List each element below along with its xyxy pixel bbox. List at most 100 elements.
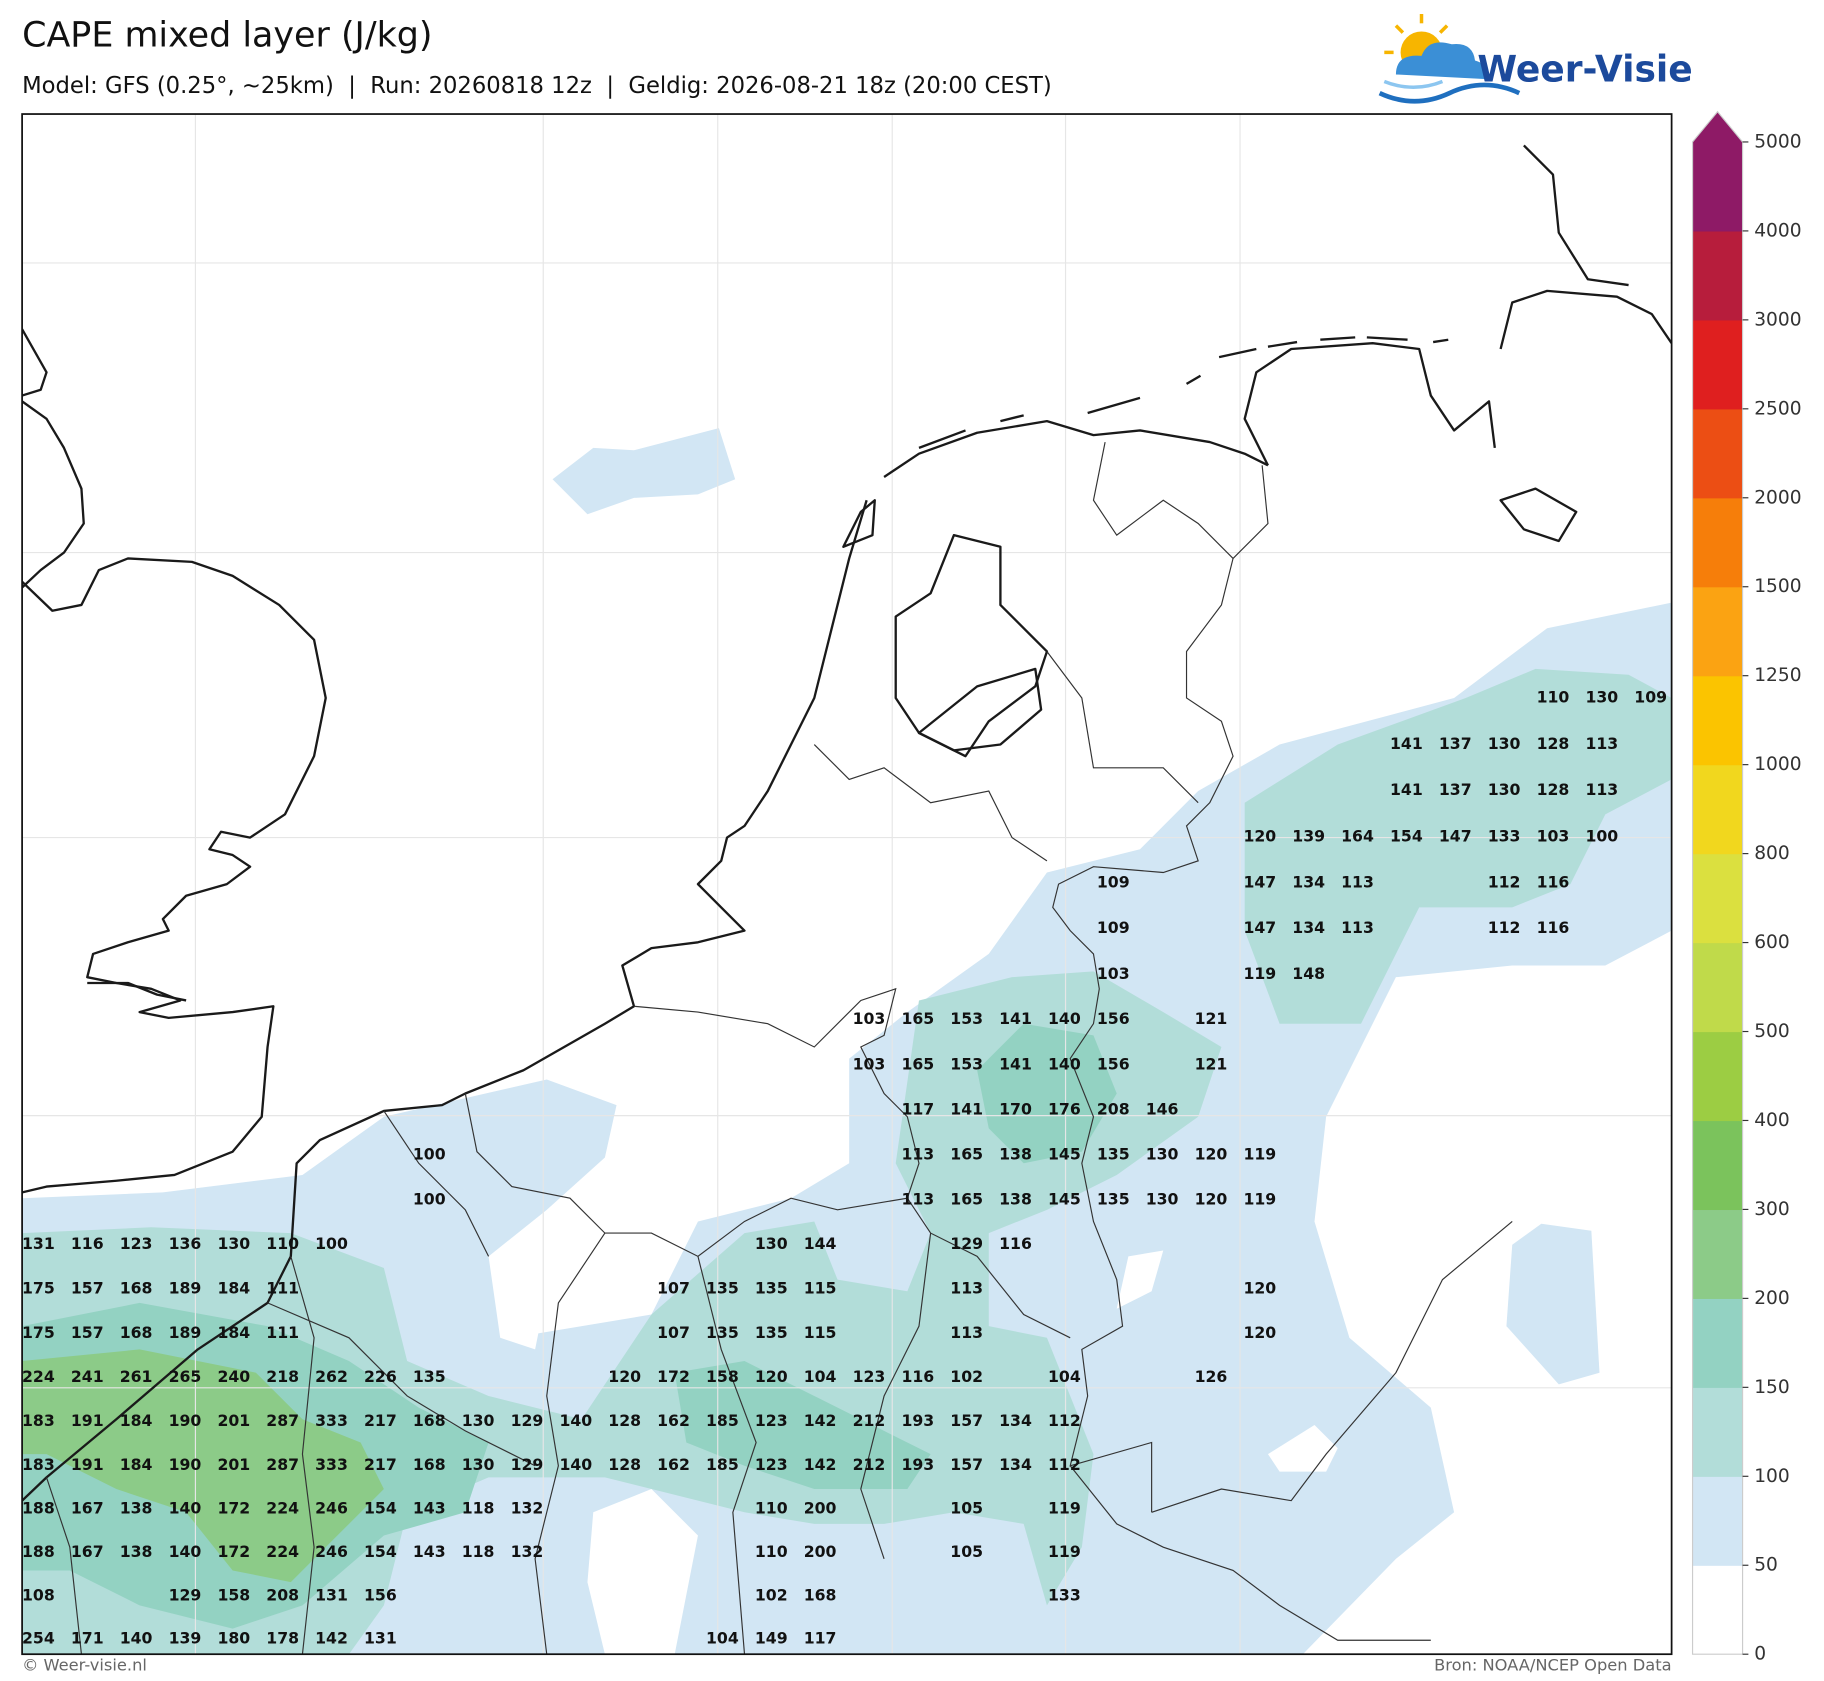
value-label: 287 [266, 1455, 299, 1474]
value-label: 137 [1439, 780, 1472, 799]
value-label: 138 [999, 1189, 1032, 1208]
graticule [22, 114, 1672, 1655]
value-label: 184 [217, 1323, 250, 1342]
value-label: 189 [169, 1323, 202, 1342]
value-label: 109 [1634, 688, 1667, 707]
value-labels: 110 130 109 141 137 130 128 113 141 137 130 128 113 1… [22, 688, 1667, 1648]
value-label: 154 [1390, 826, 1423, 845]
value-label: 128 [608, 1455, 641, 1474]
value-label: 113 [901, 1145, 934, 1164]
value-label: 121 [1195, 1055, 1228, 1074]
value-label: 123 [755, 1411, 788, 1430]
value-label: 147 [1439, 826, 1472, 845]
value-label: 145 [1048, 1189, 1081, 1208]
map-frame [21, 113, 1673, 1656]
value-label: 201 [217, 1455, 250, 1474]
value-label: 183 [22, 1411, 55, 1430]
value-label: 141 [999, 1055, 1032, 1074]
value-label: 190 [169, 1411, 202, 1430]
value-label: 141 [1390, 734, 1423, 753]
value-label: 140 [120, 1629, 153, 1648]
value-label: 104 [1048, 1367, 1081, 1386]
value-label: 113 [1585, 734, 1618, 753]
value-label: 110 [755, 1542, 788, 1561]
value-label: 188 [22, 1542, 55, 1561]
value-label: 120 [1195, 1145, 1228, 1164]
value-label: 134 [1292, 872, 1325, 891]
value-label: 148 [1292, 964, 1325, 983]
value-label: 135 [755, 1323, 788, 1342]
value-label: 120 [608, 1367, 641, 1386]
value-label: 135 [413, 1367, 446, 1386]
value-label: 193 [901, 1455, 934, 1474]
value-label: 157 [71, 1279, 104, 1298]
value-label: 156 [364, 1585, 397, 1604]
colorbar-outline [1691, 110, 1744, 1655]
value-label: 130 [1488, 780, 1521, 799]
value-label: 135 [1097, 1145, 1130, 1164]
value-label: 126 [1195, 1367, 1228, 1386]
value-label: 128 [1537, 780, 1570, 799]
value-label: 139 [1292, 826, 1325, 845]
value-label: 254 [22, 1629, 55, 1648]
colorbar-bin [1692, 1298, 1743, 1388]
value-label: 208 [266, 1585, 299, 1604]
value-label: 212 [853, 1455, 886, 1474]
value-label: 140 [169, 1499, 202, 1518]
value-label: 171 [71, 1629, 104, 1648]
value-label: 112 [1488, 872, 1521, 891]
value-label: 139 [169, 1629, 202, 1648]
value-label: 123 [120, 1234, 153, 1253]
value-label: 129 [511, 1455, 544, 1474]
value-label: 113 [1585, 780, 1618, 799]
value-label: 143 [413, 1542, 446, 1561]
colorbar-tick-label: 100 [1754, 1466, 1790, 1487]
value-label: 142 [315, 1629, 348, 1648]
value-label: 156 [1097, 1055, 1130, 1074]
value-label: 131 [315, 1585, 348, 1604]
value-label: 157 [71, 1323, 104, 1342]
value-label: 140 [559, 1411, 592, 1430]
value-label: 116 [1537, 918, 1570, 937]
value-label: 113 [1341, 918, 1374, 937]
value-label: 109 [1097, 872, 1130, 891]
value-label: 104 [706, 1629, 739, 1648]
value-label: 119 [1243, 1145, 1276, 1164]
value-label: 165 [901, 1009, 934, 1028]
value-label: 113 [901, 1189, 934, 1208]
value-label: 115 [804, 1323, 837, 1342]
colorbar-bin [1692, 319, 1743, 410]
colorbar-bin [1692, 764, 1743, 855]
value-label: 153 [950, 1055, 983, 1074]
value-label: 189 [169, 1279, 202, 1298]
value-label: 135 [1097, 1189, 1130, 1208]
value-label: 105 [950, 1542, 983, 1561]
value-label: 153 [950, 1009, 983, 1028]
value-label: 130 [1146, 1145, 1179, 1164]
logo-text: Weer-Visie [1477, 48, 1692, 90]
value-label: 119 [1243, 1189, 1276, 1208]
value-label: 143 [413, 1499, 446, 1518]
colorbar-tick-label: 600 [1754, 932, 1790, 953]
value-label: 130 [1585, 688, 1618, 707]
value-label: 117 [804, 1629, 837, 1648]
value-label: 123 [853, 1367, 886, 1386]
colorbar-bin [1692, 675, 1743, 766]
value-label: 133 [1048, 1585, 1081, 1604]
colorbar-tick-label: 50 [1754, 1555, 1778, 1576]
value-label: 208 [1097, 1100, 1130, 1119]
value-label: 146 [1146, 1100, 1179, 1119]
value-label: 175 [22, 1323, 55, 1342]
value-label: 113 [950, 1323, 983, 1342]
coastlines [22, 144, 1672, 1502]
value-label: 145 [1048, 1145, 1081, 1164]
colorbar-tick-label: 2500 [1754, 398, 1801, 419]
value-label: 133 [1488, 826, 1521, 845]
value-label: 157 [950, 1411, 983, 1430]
value-label: 136 [169, 1234, 202, 1253]
value-label: 110 [266, 1234, 299, 1253]
value-label: 185 [706, 1411, 739, 1430]
value-label: 134 [999, 1455, 1032, 1474]
value-label: 165 [950, 1189, 983, 1208]
